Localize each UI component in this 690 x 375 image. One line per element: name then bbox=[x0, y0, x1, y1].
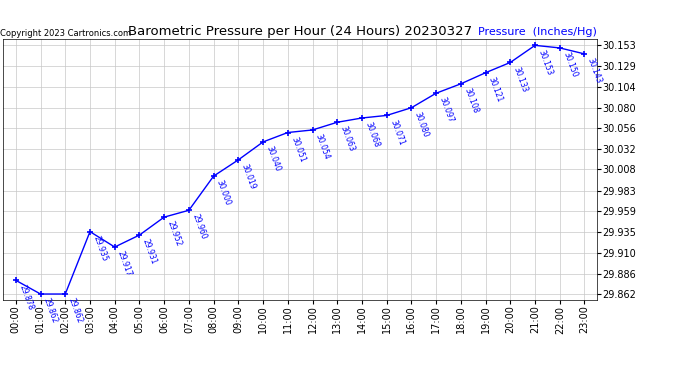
Text: 30.080: 30.080 bbox=[413, 111, 431, 139]
Title: Barometric Pressure per Hour (24 Hours) 20230327: Barometric Pressure per Hour (24 Hours) … bbox=[128, 25, 472, 38]
Text: 29.935: 29.935 bbox=[91, 234, 109, 262]
Text: 30.071: 30.071 bbox=[388, 118, 406, 146]
Text: 30.051: 30.051 bbox=[289, 135, 307, 164]
Text: 29.931: 29.931 bbox=[141, 238, 158, 266]
Text: 29.952: 29.952 bbox=[166, 220, 183, 248]
Text: 30.121: 30.121 bbox=[487, 75, 504, 104]
Text: 30.108: 30.108 bbox=[462, 87, 480, 115]
Text: 30.054: 30.054 bbox=[314, 133, 331, 161]
Text: 30.019: 30.019 bbox=[239, 163, 257, 191]
Text: 30.150: 30.150 bbox=[561, 51, 579, 79]
Text: 30.063: 30.063 bbox=[339, 125, 356, 153]
Text: 30.097: 30.097 bbox=[437, 96, 455, 124]
Text: 30.133: 30.133 bbox=[512, 65, 529, 93]
Text: 30.153: 30.153 bbox=[536, 48, 554, 76]
Text: 30.143: 30.143 bbox=[586, 57, 604, 85]
Text: 29.862: 29.862 bbox=[67, 297, 84, 325]
Text: Copyright 2023 Cartronics.com: Copyright 2023 Cartronics.com bbox=[1, 29, 132, 38]
Text: 29.878: 29.878 bbox=[17, 283, 34, 311]
Text: 30.068: 30.068 bbox=[364, 121, 381, 149]
Text: 30.040: 30.040 bbox=[264, 145, 282, 173]
Text: 29.917: 29.917 bbox=[116, 250, 134, 278]
Text: 29.862: 29.862 bbox=[42, 297, 59, 325]
Text: 30.000: 30.000 bbox=[215, 179, 233, 207]
Text: Pressure  (Inches/Hg): Pressure (Inches/Hg) bbox=[478, 27, 597, 37]
Text: 29.960: 29.960 bbox=[190, 213, 208, 241]
